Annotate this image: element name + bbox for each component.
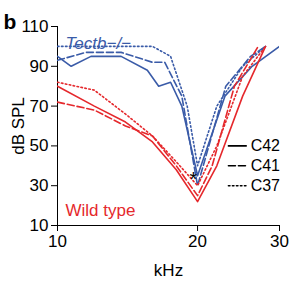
svg-text:b: b (4, 10, 17, 33)
svg-text:C41: C41 (251, 157, 280, 174)
svg-text:dB SPL: dB SPL (9, 97, 28, 155)
svg-text:Wild type: Wild type (66, 201, 136, 220)
svg-text:C37: C37 (251, 177, 280, 194)
svg-text:20: 20 (188, 232, 207, 251)
svg-text:50: 50 (30, 136, 49, 155)
svg-text:*: * (190, 168, 198, 190)
svg-text:70: 70 (30, 97, 49, 116)
svg-text:90: 90 (30, 57, 49, 76)
svg-text:110: 110 (21, 17, 48, 36)
svg-text:10: 10 (48, 232, 67, 251)
svg-text:30: 30 (30, 176, 49, 195)
svg-text:kHz: kHz (154, 261, 183, 280)
svg-text:10: 10 (30, 216, 49, 235)
svg-text:Tectb−/−: Tectb−/− (66, 34, 132, 53)
svg-text:C42: C42 (251, 137, 280, 154)
svg-text:30: 30 (270, 232, 289, 251)
